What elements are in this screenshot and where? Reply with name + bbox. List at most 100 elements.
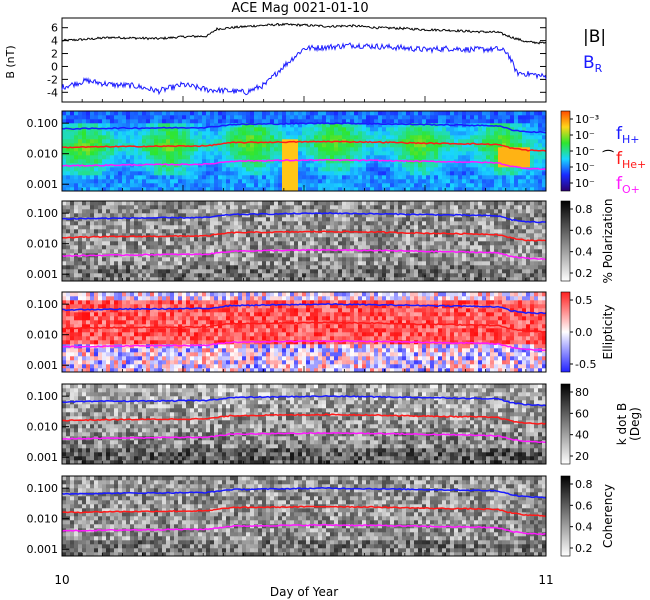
spectro-cell (62, 175, 67, 180)
spectro-cell (254, 115, 259, 120)
spectro-cell (266, 175, 271, 180)
spectro-cell (162, 233, 167, 238)
spectro-cell (506, 257, 511, 262)
spectro-cell (494, 225, 499, 230)
spectro-cell (218, 183, 223, 188)
spectro-cell (410, 143, 415, 148)
spectro-cell (262, 179, 267, 184)
spectro-cell (178, 257, 183, 262)
spectro-cell (130, 225, 135, 230)
spectro-cell (386, 229, 391, 234)
spectro-cell (298, 119, 303, 124)
spectro-cell (418, 237, 423, 242)
spectro-cell (506, 175, 511, 180)
spectro-cell (426, 209, 431, 214)
spectro-cell (98, 201, 103, 206)
spectro-cell (346, 179, 351, 184)
spectro-cell (242, 171, 247, 176)
spectro-cell (90, 269, 95, 274)
spectro-cell (478, 229, 483, 234)
spectro-cell (466, 151, 471, 156)
spectro-cell (146, 175, 151, 180)
spectro-cell (254, 221, 259, 226)
spectro-cell (406, 119, 411, 124)
spectro-cell (222, 273, 227, 278)
spectro-cell (290, 143, 295, 148)
spectro-cell (490, 269, 495, 274)
spectro-cell (502, 147, 507, 152)
spectro-cell (190, 135, 195, 140)
spectro-cell (502, 139, 507, 144)
spectro-cell (322, 273, 327, 278)
spectro-cell (74, 119, 79, 124)
spectro-cell (366, 135, 371, 140)
spectro-cell (262, 163, 267, 168)
spectro-cell (166, 151, 171, 156)
spectro-cell (178, 277, 183, 282)
spectro-cell (62, 340, 67, 345)
spectro-cell (166, 257, 171, 262)
spectro-cell (446, 127, 451, 132)
spectro-cell (426, 143, 431, 148)
spectro-cell (306, 257, 311, 262)
spectro-cell (482, 217, 487, 222)
spectro-cell (210, 175, 215, 180)
spectro-cell (510, 209, 515, 214)
spectro-cell (274, 151, 279, 156)
spectro-cell (326, 135, 331, 140)
spectro-cell (238, 151, 243, 156)
spectro-cell (66, 269, 71, 274)
spectro-cell (342, 127, 347, 132)
spectro-cell (90, 135, 95, 140)
spectro-cell (102, 151, 107, 156)
spectro-cell (342, 183, 347, 188)
spectro-cell (390, 163, 395, 168)
spectro-cell (334, 277, 339, 282)
spectro-cell (294, 167, 299, 172)
spectro-cell (462, 111, 467, 116)
spectro-cell (86, 115, 91, 120)
spectro-cell (114, 245, 119, 250)
spectro-cell (150, 237, 155, 242)
spectro-cell (130, 233, 135, 238)
spectro-cell (234, 163, 239, 168)
spectro-cell (338, 217, 343, 222)
spectro-cell (118, 175, 123, 180)
spectro-cell (246, 237, 251, 242)
spectro-cell (278, 127, 283, 132)
spectro-cell (398, 257, 403, 262)
spectro-cell (414, 167, 419, 172)
spectro-cell (522, 115, 527, 120)
spectro-cell (290, 245, 295, 250)
spectro-cell (278, 123, 283, 128)
spectro-cell (94, 233, 99, 238)
spectro-cell (542, 111, 547, 116)
spectro-cell (394, 143, 399, 148)
spectro-cell (334, 127, 339, 132)
spectro-cell (502, 171, 507, 176)
spectro-cell (278, 155, 283, 160)
spectro-cell (450, 175, 455, 180)
spectro-cell (194, 245, 199, 250)
spectro-cell (382, 115, 387, 120)
spectro-cell (386, 201, 391, 206)
spectro-cell (346, 183, 351, 188)
spectro-cell (402, 111, 407, 116)
spectro-cell (374, 159, 379, 164)
spectro-cell (378, 187, 383, 192)
spectro-cell (466, 163, 471, 168)
spectro-cell (522, 253, 527, 258)
spectro-cell (342, 135, 347, 140)
spectro-cell (374, 237, 379, 242)
spectro-cell (62, 139, 67, 144)
spectro-cell (214, 119, 219, 124)
spectro-cell (290, 179, 295, 184)
spectro-cell (274, 179, 279, 184)
spectro-cell (66, 155, 71, 160)
spectro-cell (442, 119, 447, 124)
spectro-cell (134, 187, 139, 192)
spectro-cell (486, 183, 491, 188)
spectro-cell (310, 257, 315, 262)
spectro-cell (210, 265, 215, 270)
spectro-cell (186, 143, 191, 148)
